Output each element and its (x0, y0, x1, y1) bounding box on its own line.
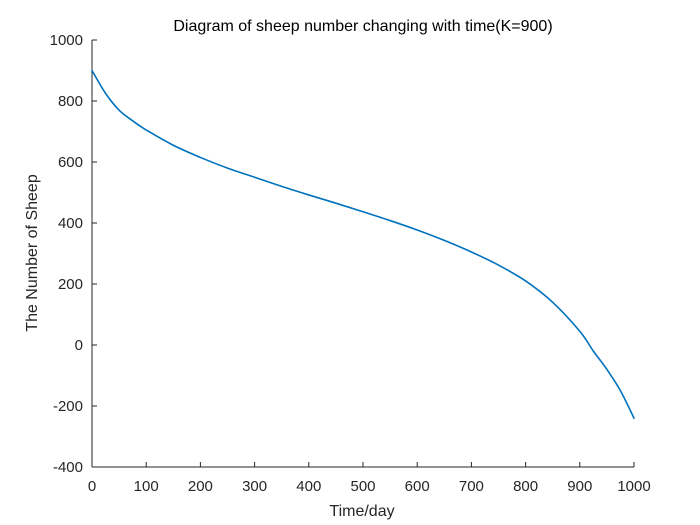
y-tick-label: 0 (75, 337, 83, 354)
x-tick-label: 300 (242, 478, 267, 495)
x-tick-label: 200 (188, 478, 213, 495)
y-tick-label: 1000 (50, 32, 83, 49)
series-group (91, 69, 635, 419)
y-tick-label: 800 (58, 93, 83, 110)
y-tick-label: 600 (58, 154, 83, 171)
x-tick-label: 700 (459, 478, 484, 495)
y-tick-label: 200 (58, 276, 83, 293)
x-tick-label: 600 (405, 478, 430, 495)
x-tick-label: 500 (350, 478, 375, 495)
x-tick-label: 900 (567, 478, 592, 495)
y-tick-label: 400 (58, 215, 83, 232)
x-tick-label: 400 (296, 478, 321, 495)
x-tick-label: 800 (513, 478, 538, 495)
axes: 0 100 200 300 400 500 600 700 800 900 1000 -400 -200… (50, 32, 651, 495)
chart-title: Diagram of sheep number changing with ti… (173, 18, 552, 35)
x-axis-label: Time/day (329, 503, 394, 520)
y-axis-label: The Number of Sheep (24, 174, 41, 332)
x-tick-label: 100 (134, 478, 159, 495)
x-tick-label: 1000 (617, 478, 650, 495)
sheep-count-series-line (91, 69, 635, 419)
y-tick-label: -400 (53, 459, 83, 476)
y-tick-label: -200 (53, 398, 83, 415)
x-tick-label: 0 (88, 478, 96, 495)
